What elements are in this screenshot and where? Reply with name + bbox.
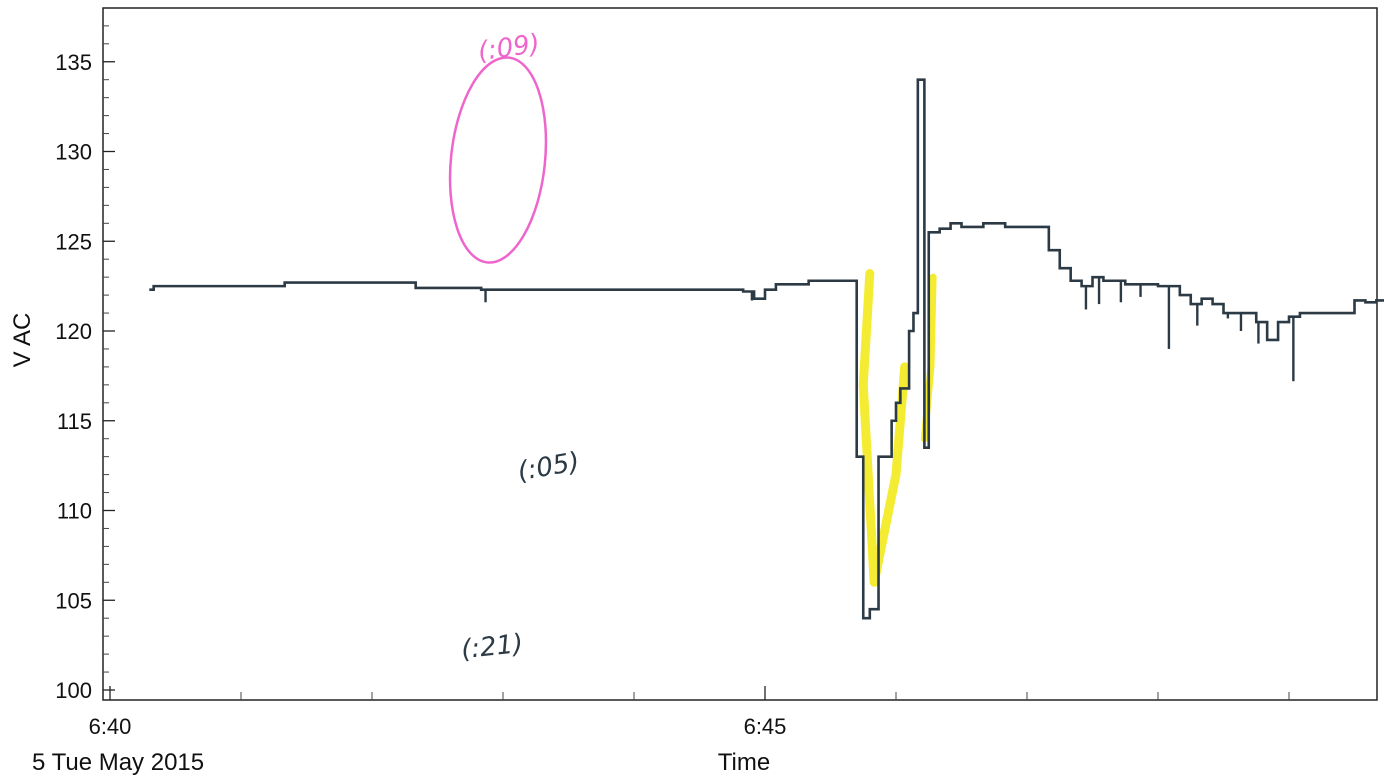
x-tick-label: 6:45 xyxy=(744,714,787,739)
pink-circle-annotation xyxy=(448,56,548,264)
y-tick-label: 110 xyxy=(57,499,92,524)
handwritten-annotation: (:21) xyxy=(460,629,525,665)
y-tick-label: 125 xyxy=(55,229,92,254)
y-axis-title: V AC xyxy=(9,313,36,368)
highlight-layer xyxy=(858,269,937,587)
y-tick-label: 120 xyxy=(55,319,92,344)
handwritten-annotation: (:09) xyxy=(476,29,542,67)
handwritten-annotation: (:05) xyxy=(515,447,581,487)
data-layer xyxy=(149,78,1384,620)
highlight-stroke-right xyxy=(920,273,937,443)
date-label: 5 Tue May 2015 xyxy=(32,749,204,776)
y-tick-label: 115 xyxy=(57,409,92,434)
x-tick-label: 6:40 xyxy=(89,714,132,739)
plot-frame xyxy=(102,7,1378,701)
y-tick-label: 100 xyxy=(55,678,92,703)
y-tick-label: 130 xyxy=(55,140,92,165)
highlight-stroke-left xyxy=(858,269,910,587)
x-axis-title: Time xyxy=(718,749,770,776)
series-line-0 xyxy=(149,78,1384,620)
y-tick-label: 135 xyxy=(55,50,92,75)
annotation-layer: (:09) (:05) (:21) xyxy=(448,29,582,665)
y-tick-label: 105 xyxy=(55,588,92,613)
